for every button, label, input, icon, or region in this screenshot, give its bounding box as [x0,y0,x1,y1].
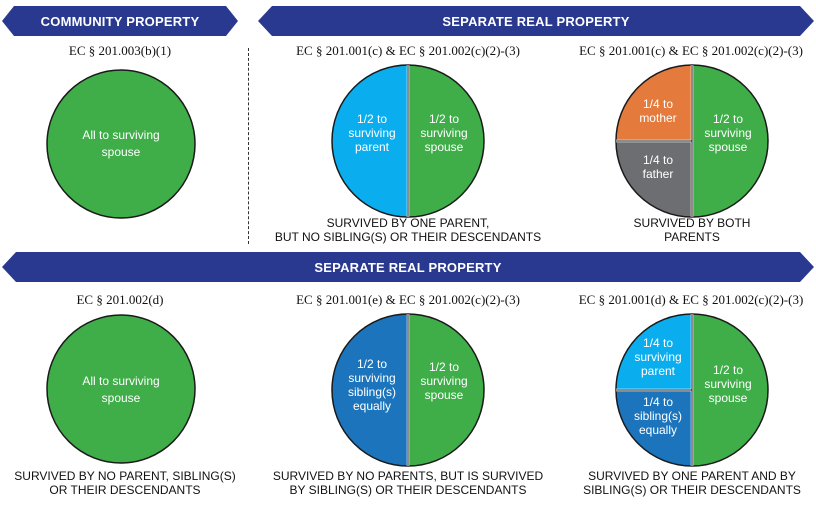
slice-label-line: 1/2 to [429,112,459,126]
code-label-p6: EC § 201.001(d) & EC § 201.002(c)(2)-(3) [578,292,804,307]
caption-p5: SURVIVED BY NO PARENTS, BUT IS SURVIVED … [258,469,558,497]
slice-label-line: surviving [348,126,395,140]
pie-chart-p2: 1/2 to surviving parent 1/2 to surviving… [331,64,485,218]
slice-label-line: 1/4 to [643,336,673,350]
slice-label-line: spouse [709,391,748,405]
caption-p4: SURVIVED BY NO PARENT, SIBLING(S) OR THE… [0,469,250,497]
slice-label-line: spouse [102,391,141,405]
code-label-p3: EC § 201.001(c) & EC § 201.002(c)(2)-(3) [579,43,803,58]
pie-slice-mother [616,65,692,141]
slice-label-line: 1/2 to [713,112,743,126]
pie-chart-p5: 1/2 to surviving sibling(s) equally 1/2 … [331,313,485,467]
slice-label-line: parent [355,140,390,154]
slice-label-line: sibling(s) [634,409,682,423]
slice-label-line: surviving [348,371,395,385]
caption-line: SIBLING(S) OR THEIR DESCENDANTS [583,483,801,497]
banner-separate-real-property-bottom: SEPARATE REAL PROPERTY [2,252,814,282]
slice-label-line: 1/2 to [357,112,387,126]
caption-line: BY SIBLING(S) OR THEIR DESCENDANTS [289,483,527,497]
caption-line: PARENTS [664,230,720,244]
pie-slice-parent [332,65,408,217]
slice-label-line: sibling(s) [348,385,396,399]
pie-slice-siblings [332,314,408,466]
code-label-p1: EC § 201.003(b)(1) [68,43,172,58]
code-label-p4: EC § 201.002(d) [76,292,164,307]
pie-chart-p4: All to surviving spouse [46,314,196,464]
slice-label-line: parent [641,364,676,378]
caption-line: SURVIVED BY NO PARENTS, BUT IS SURVIVED [272,469,544,483]
pie-slice-siblings [616,390,692,466]
caption-line: SURVIVED BY ONE PARENT, [326,216,490,230]
code-label-p2: EC § 201.001(c) & EC § 201.002(c)(2)-(3) [296,43,520,58]
pie-slice-parent [616,314,692,390]
pie-slice-spouse [46,69,196,219]
pie-slice-spouse [408,65,484,217]
pie-slice-father [616,141,692,217]
divider-dashed [248,48,249,244]
caption-p3: SURVIVED BY BOTH PARENTS [592,216,792,244]
pie-chart-p1: All to surviving spouse [46,69,196,219]
slice-label-line: surviving [704,377,751,391]
code-label-p5: EC § 201.001(e) & EC § 201.002(c)(2)-(3) [296,292,520,307]
slice-label-line: spouse [709,140,748,154]
slice-label-line: surviving [634,350,681,364]
pie-chart-p3: 1/4 to mother 1/4 to father 1/2 to survi… [615,64,769,218]
slice-label-line: spouse [425,388,464,402]
pie-chart-p6: 1/4 to surviving parent 1/4 to sibling(s… [615,313,769,467]
pie-slice-spouse [46,314,196,464]
caption-line: OR THEIR DESCENDANTS [49,483,201,497]
slice-label-line: All to surviving [82,374,159,388]
slice-label-line: 1/2 to [429,360,459,374]
slice-label-line: 1/2 to [713,363,743,377]
slice-label-line: 1/4 to [643,395,673,409]
slice-label-line: 1/4 to [643,97,673,111]
pie-slice-spouse [692,65,768,217]
slice-label-line: 1/4 to [643,153,673,167]
pie-slice-spouse [692,314,768,466]
slice-label-line: spouse [425,140,464,154]
slice-label-line: 1/2 to [357,357,387,371]
slice-label-line: spouse [102,145,141,159]
caption-line: SURVIVED BY NO PARENT, SIBLING(S) [14,469,236,483]
slice-label-line: All to surviving [82,128,159,142]
caption-line: SURVIVED BY BOTH [633,216,751,230]
banner-community-property: COMMUNITY PROPERTY [2,6,238,36]
caption-line: BUT NO SIBLING(S) OR THEIR DESCENDANTS [274,230,542,244]
slice-label-line: mother [639,111,676,125]
caption-p6: SURVIVED BY ONE PARENT AND BY SIBLING(S)… [572,469,812,497]
pie-slice-spouse [408,314,484,466]
banner-separate-real-property-top: SEPARATE REAL PROPERTY [258,6,814,36]
slice-label-line: equally [639,423,677,437]
slice-label-line: surviving [704,126,751,140]
caption-p2: SURVIVED BY ONE PARENT, BUT NO SIBLING(S… [258,216,558,244]
slice-label-line: surviving [420,126,467,140]
caption-line: SURVIVED BY ONE PARENT AND BY [588,469,796,483]
slice-label-line: equally [353,399,391,413]
slice-label-line: father [643,167,674,181]
slice-label-line: surviving [420,374,467,388]
